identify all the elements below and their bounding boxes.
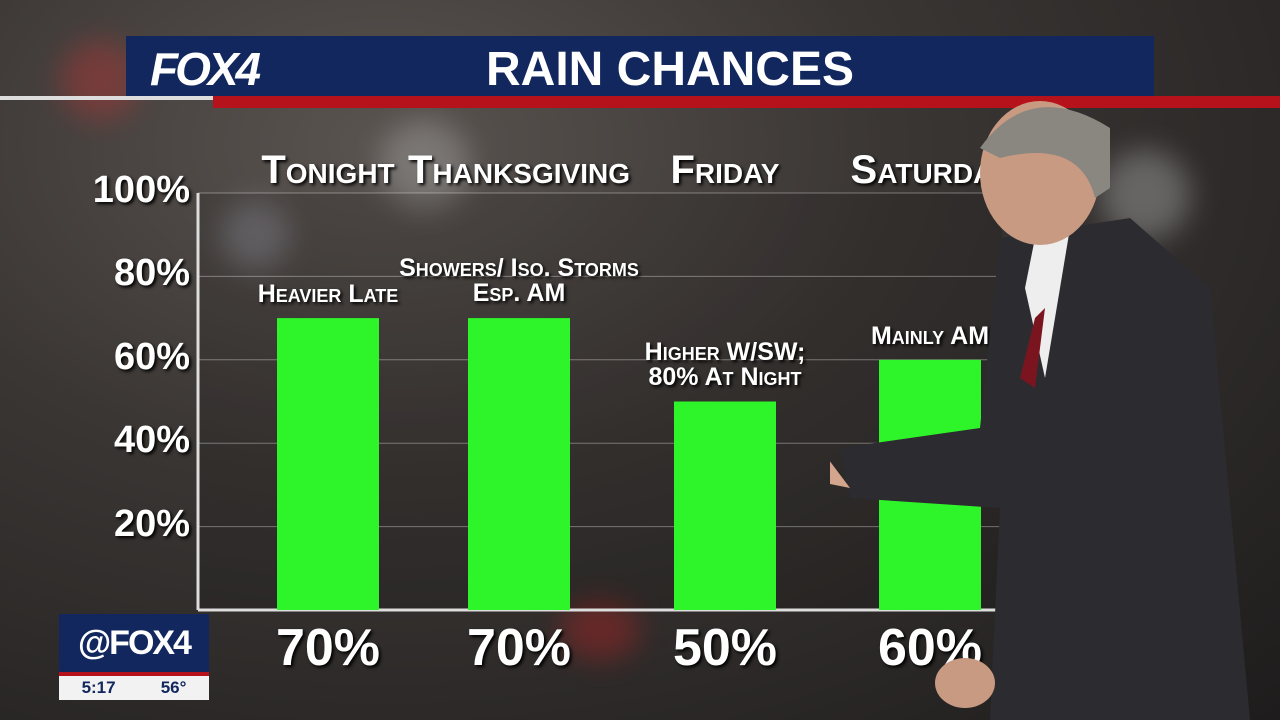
bug-logo: @FOX4 [59, 614, 209, 672]
y-tick-label: 20% [113, 502, 190, 545]
time: 5:17 [81, 678, 116, 697]
fox4-bug: @FOX4 5:17 56° [59, 614, 209, 700]
page-title: RAIN CHANCES [485, 43, 854, 96]
value-label: 50% [672, 619, 778, 677]
y-tick-label: 40% [113, 419, 190, 462]
y-tick-label: 80% [113, 252, 190, 295]
divider [0, 96, 213, 100]
category-label: Friday [670, 148, 780, 192]
header-banner: FOX4 RAIN CHANCES [126, 36, 1154, 96]
red-stripe [213, 96, 1280, 108]
y-tick-label: 100% [92, 169, 190, 211]
fox4-logo: FOX4 [150, 43, 261, 95]
bar-annotation: Higher W/SW; 80% At Night [644, 337, 806, 391]
y-tick-label: 60% [113, 335, 190, 378]
category-label: Thanksgiving [407, 148, 630, 192]
value-label: 70% [275, 619, 381, 677]
value-label: 70% [466, 619, 572, 677]
bar-annotation: Mainly AM [870, 321, 990, 350]
bar [674, 401, 776, 610]
bar-annotation: Showers/ Iso. Storms Esp. AM [399, 254, 639, 308]
temperature: 56° [160, 678, 187, 697]
meteorologist [830, 101, 1250, 720]
bar [277, 318, 379, 610]
category-label: Tonight [261, 148, 395, 192]
bar-annotation: Heavier Late [257, 280, 399, 309]
bar [468, 318, 570, 610]
